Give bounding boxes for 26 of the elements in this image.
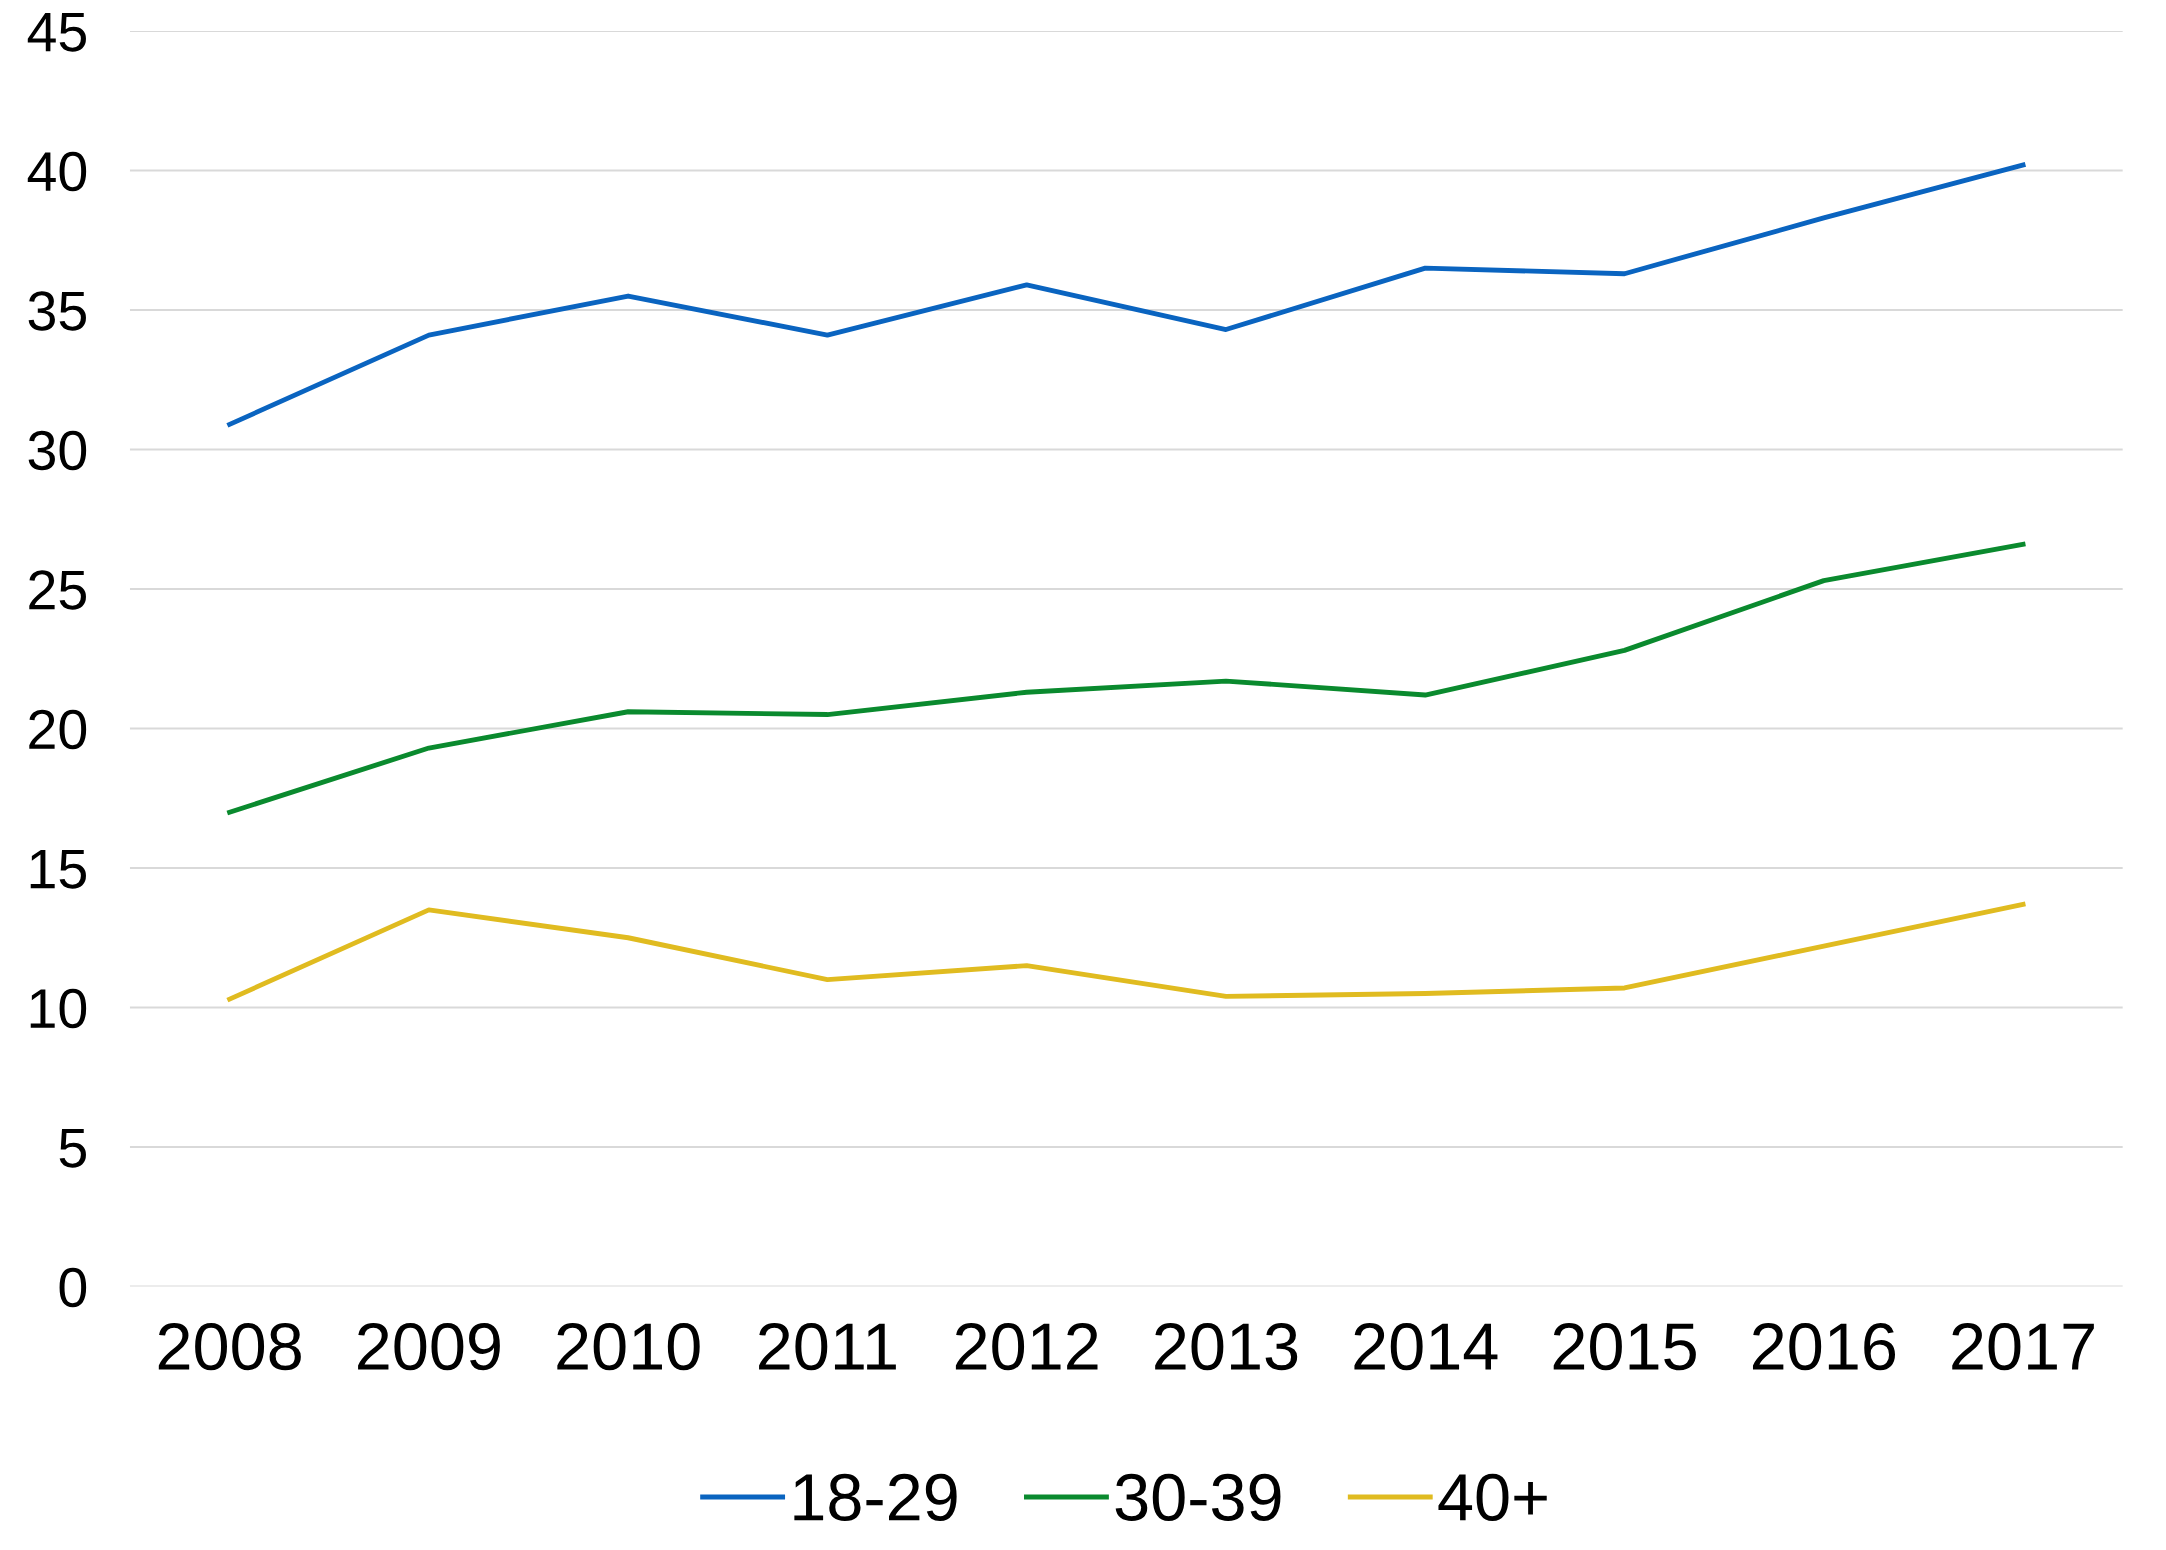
legend-label: 40+ [1438, 1473, 1547, 1522]
x-tick-label: 2014 [1354, 1322, 1498, 1371]
y-tick-label: 5 [59, 1128, 86, 1168]
x-tick-label: 2010 [557, 1322, 700, 1371]
y-tick-label: 25 [29, 570, 86, 610]
y-tick-label: 15 [30, 849, 86, 889]
line-series [227, 162, 2026, 427]
y-tick-label: 45 [27, 12, 86, 52]
x-tick-label: 2008 [158, 1322, 301, 1371]
x-tick-label: 2012 [955, 1322, 1098, 1371]
x-tick-label: 2013 [1155, 1322, 1298, 1371]
x-tick-label: 2011 [759, 1322, 896, 1371]
legend-label: 30-39 [1115, 1473, 1281, 1522]
y-tick-label: 0 [59, 1267, 87, 1308]
y-tick-label: 20 [29, 709, 87, 750]
line-series [227, 901, 2026, 1002]
x-tick-label: 2017 [1952, 1322, 2094, 1371]
legend-label: 18-29 [794, 1473, 957, 1522]
y-tick-label: 30 [28, 430, 87, 471]
line-series [227, 541, 2026, 815]
x-tick-label: 2016 [1752, 1322, 1895, 1371]
x-tick-label: 2009 [358, 1322, 500, 1371]
y-tick-label: 35 [28, 291, 86, 331]
y-tick-label: 40 [27, 151, 87, 192]
y-tick-label: 10 [30, 988, 87, 1029]
x-tick-label: 2015 [1553, 1322, 1696, 1371]
